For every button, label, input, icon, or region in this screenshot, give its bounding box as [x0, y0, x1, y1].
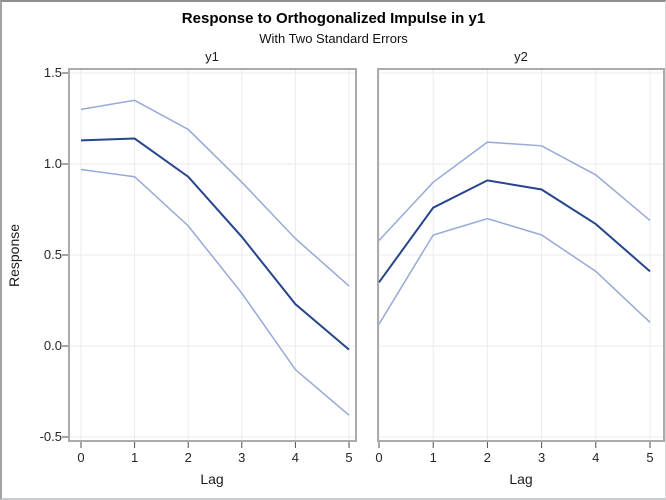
- panel-y2-header: y2: [514, 49, 528, 64]
- x-axis-label-y1: Lag: [200, 471, 224, 487]
- y-tick-label: 0.5: [43, 247, 62, 262]
- plot-frame: [68, 68, 357, 442]
- y1-se-band-line: [80, 99, 350, 287]
- panel-y2-plot: [377, 68, 665, 448]
- x-tick-label: 4: [592, 450, 600, 465]
- y-tick-label: 0.0: [43, 338, 62, 353]
- x-tick-label: 1: [130, 450, 139, 465]
- y-tick-label: 1.0: [43, 156, 62, 171]
- panel-y1-plot: [62, 68, 357, 448]
- x-axis-label-y2: Lag: [509, 471, 533, 487]
- chart-title: Response to Orthogonalized Impulse in y1: [181, 10, 486, 27]
- y2-response-line: [378, 179, 651, 283]
- x-tick-label: 1: [429, 450, 437, 465]
- x-tick-label: 2: [483, 450, 491, 465]
- plot-frame: [377, 68, 665, 442]
- x-tick-label: 3: [238, 450, 246, 465]
- x-tick-label: 0: [77, 450, 85, 465]
- y1-response-line: [80, 137, 350, 351]
- x-tick-label: 0: [375, 450, 383, 465]
- x-tick-label: 3: [537, 450, 546, 465]
- x-tick-label: 2: [184, 450, 192, 465]
- panel-y1-header: y1: [205, 49, 219, 64]
- chart-subtitle: With Two Standard Errors: [259, 31, 408, 46]
- x-tick-label: 5: [345, 450, 353, 465]
- y2-se-band-line: [378, 141, 651, 241]
- y2-se-band-line: [378, 217, 651, 325]
- x-tick-label: 4: [291, 450, 299, 465]
- y-axis-label: Response: [6, 223, 22, 287]
- y-tick-label: -0.5: [39, 429, 62, 444]
- x-tick-label: 5: [646, 450, 654, 465]
- y1-se-band-line: [80, 168, 350, 416]
- y-tick-label: 1.5: [43, 65, 62, 80]
